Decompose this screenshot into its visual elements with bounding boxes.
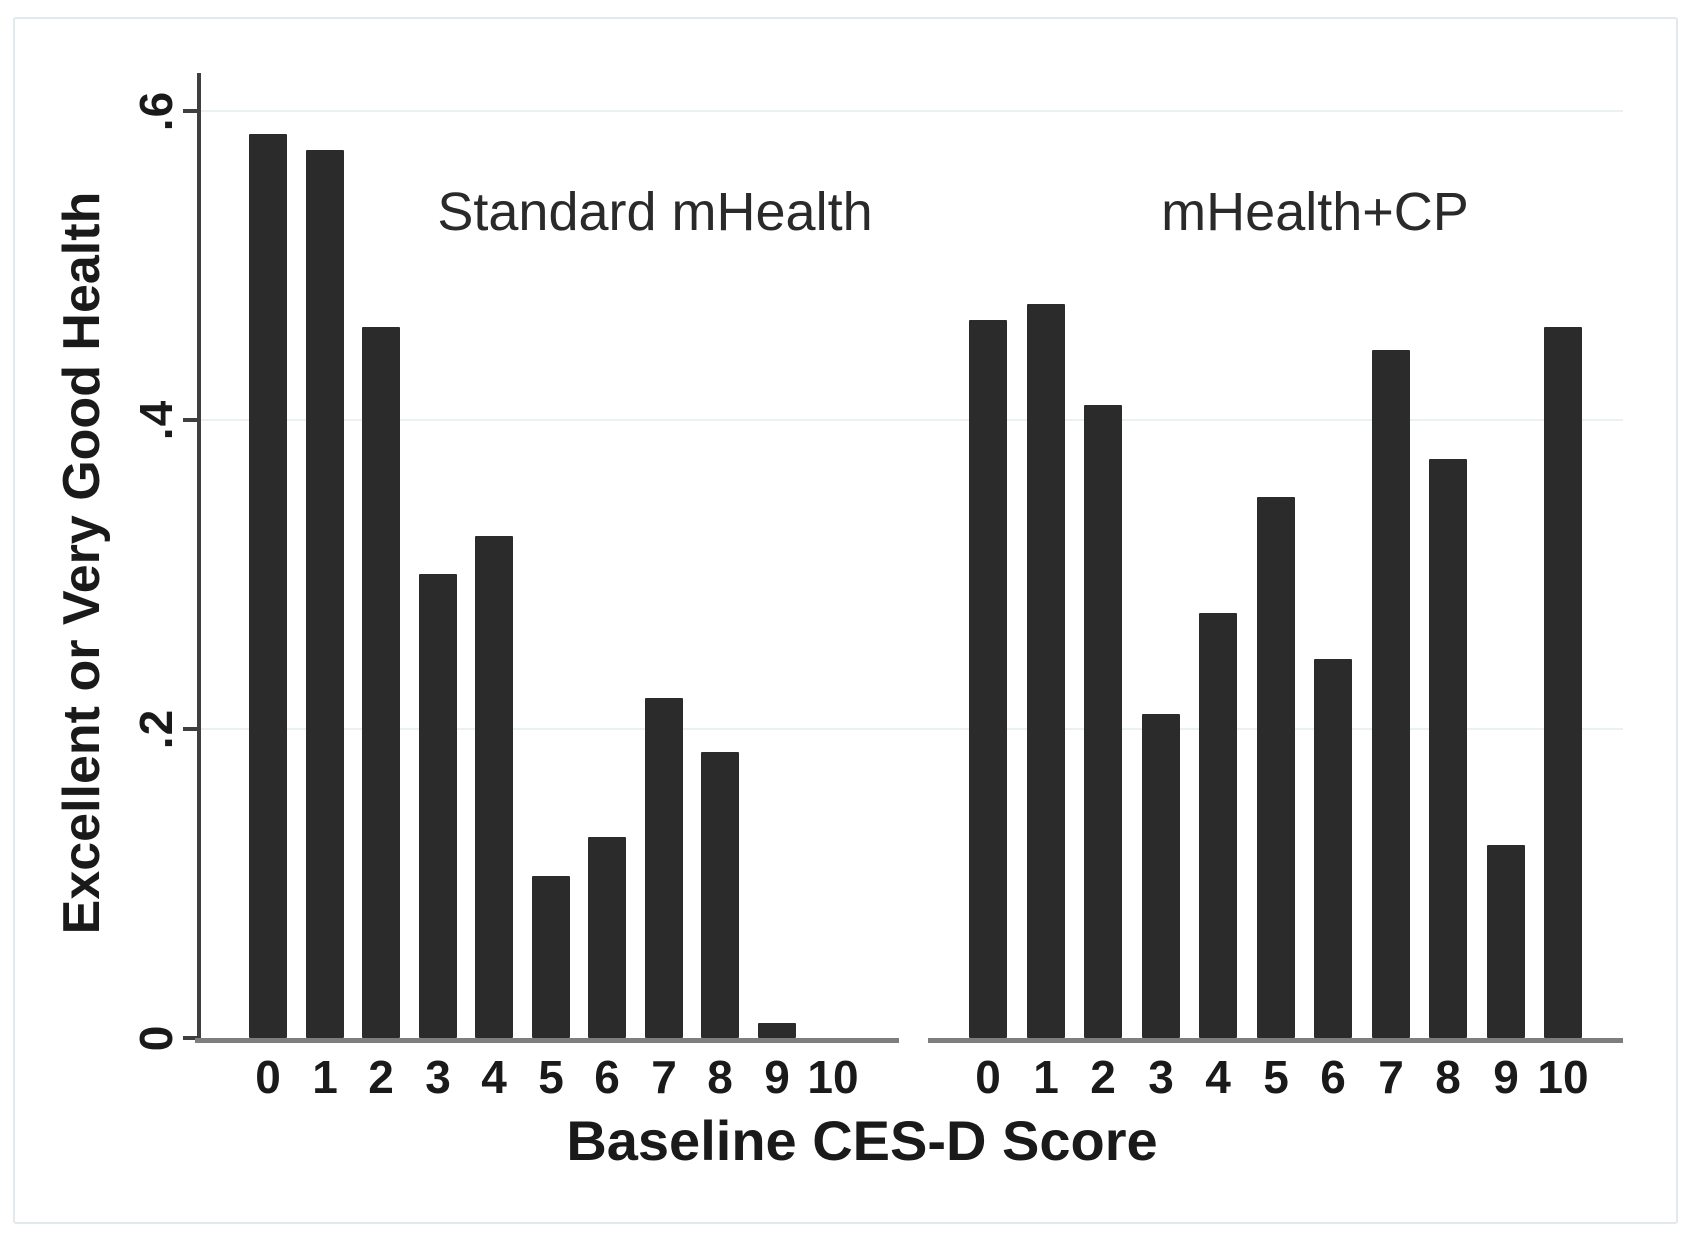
x-tick-label-panel0-10: 10	[807, 1051, 859, 1103]
x-tick-label-panel0-8: 8	[707, 1051, 733, 1103]
bar-panel0-cesd7	[645, 698, 683, 1038]
bar-panel1-cesd9	[1487, 845, 1525, 1038]
x-tick-label-panel0-5: 5	[538, 1051, 564, 1103]
bar-panel0-cesd1	[306, 150, 344, 1038]
x-tick-label-panel0-9: 9	[764, 1051, 790, 1103]
bar-panel1-cesd2	[1084, 405, 1122, 1038]
x-axis-baseline-left-panel	[195, 1038, 899, 1043]
x-tick-label-panel0-0: 0	[255, 1051, 281, 1103]
x-tick-label-panel1-5: 5	[1263, 1051, 1289, 1103]
bar-panel0-cesd9	[758, 1023, 796, 1038]
x-tick-label-panel0-1: 1	[312, 1051, 338, 1103]
panel-title-standard-mhealth: Standard mHealth	[437, 182, 873, 242]
bar-panel1-cesd4	[1199, 613, 1237, 1038]
x-tick-label-panel1-3: 3	[1148, 1051, 1174, 1103]
x-tick-label-panel1-4: 4	[1205, 1051, 1231, 1103]
bar-panel1-cesd10	[1544, 327, 1582, 1038]
y-axis-title: Excellent or Very Good Health	[53, 191, 111, 935]
gridline-.4	[201, 419, 1623, 421]
gridline-.2	[201, 728, 1623, 730]
figure-frame-border	[13, 17, 1678, 1224]
y-tick-.4	[183, 418, 199, 422]
x-tick-label-panel0-2: 2	[368, 1051, 394, 1103]
x-tick-label-panel0-6: 6	[594, 1051, 620, 1103]
x-tick-label-panel1-6: 6	[1320, 1051, 1346, 1103]
y-tick-0	[183, 1036, 199, 1040]
x-tick-label-panel1-8: 8	[1435, 1051, 1461, 1103]
bar-panel0-cesd3	[419, 574, 457, 1038]
x-axis-baseline-right-panel	[928, 1038, 1623, 1043]
x-tick-label-panel1-0: 0	[975, 1051, 1001, 1103]
y-tick-label-.4: .4	[130, 399, 182, 441]
x-axis-title: Baseline CES-D Score	[566, 1109, 1158, 1172]
x-tick-label-panel1-7: 7	[1378, 1051, 1404, 1103]
x-tick-label-panel0-4: 4	[481, 1051, 507, 1103]
x-tick-label-panel1-9: 9	[1493, 1051, 1519, 1103]
bar-panel1-cesd1	[1027, 304, 1065, 1038]
bar-panel0-cesd5	[532, 876, 570, 1038]
y-tick-label-.6: .6	[130, 90, 182, 132]
gridline-.6	[201, 110, 1623, 112]
bar-panel1-cesd6	[1314, 659, 1352, 1038]
bar-panel0-cesd4	[475, 536, 513, 1038]
bar-panel1-cesd7	[1372, 350, 1410, 1038]
bar-panel1-cesd8	[1429, 459, 1467, 1038]
bar-panel0-cesd8	[701, 752, 739, 1038]
y-tick-.6	[183, 109, 199, 113]
y-axis-line	[197, 73, 201, 1043]
y-tick-label-.2: .2	[130, 708, 182, 750]
bar-panel1-cesd0	[969, 320, 1007, 1038]
x-tick-label-panel1-1: 1	[1033, 1051, 1059, 1103]
bar-panel0-cesd0	[249, 134, 287, 1038]
y-tick-label-0: 0	[130, 1024, 182, 1052]
bar-panel0-cesd6	[588, 837, 626, 1038]
panel-title-mhealth-cp: mHealth+CP	[1161, 182, 1469, 242]
bar-panel1-cesd3	[1142, 714, 1180, 1038]
bar-panel1-cesd5	[1257, 497, 1295, 1038]
x-tick-label-panel0-3: 3	[425, 1051, 451, 1103]
x-tick-label-panel1-2: 2	[1090, 1051, 1116, 1103]
bar-panel0-cesd2	[362, 327, 400, 1038]
x-tick-label-panel1-10: 10	[1537, 1051, 1589, 1103]
y-tick-.2	[183, 727, 199, 731]
x-tick-label-panel0-7: 7	[651, 1051, 677, 1103]
